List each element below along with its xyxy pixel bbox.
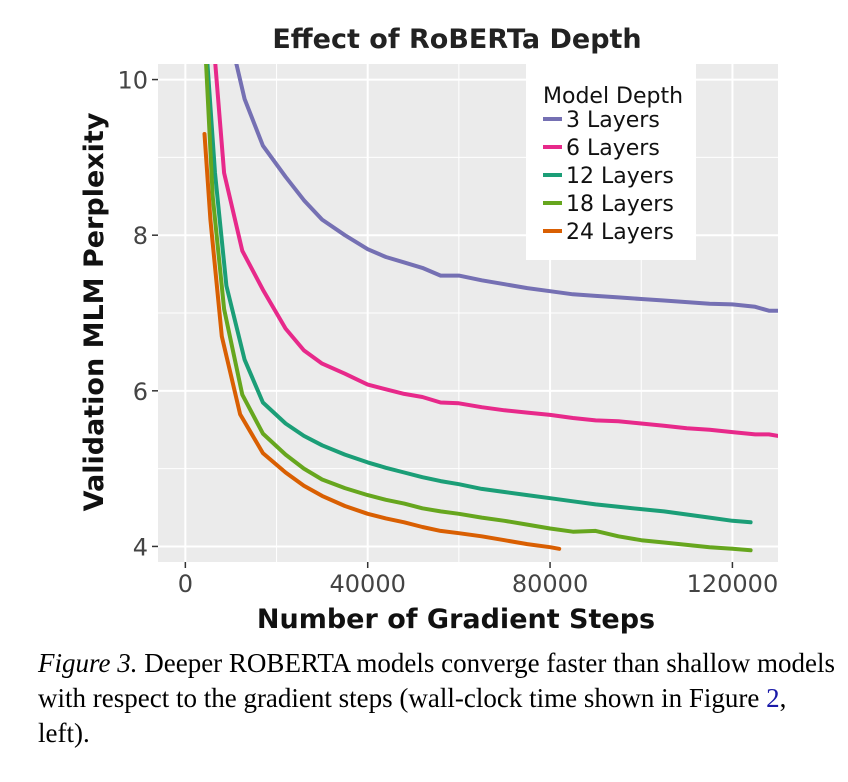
legend-label: 18 Layers bbox=[566, 192, 674, 217]
x-axis-title: Number of Gradient Steps bbox=[257, 604, 655, 635]
y-tick-label: 8 bbox=[133, 222, 148, 250]
x-tick-label: 0 bbox=[178, 570, 193, 598]
figure-caption: Figure 3. Deeper ROBERTA models converge… bbox=[38, 646, 838, 751]
series-line-2 bbox=[213, 64, 778, 438]
series-line-5 bbox=[202, 132, 562, 551]
axis-ticks: 0 40000 80000 120000 4 6 8 10 bbox=[117, 67, 778, 598]
series-lines bbox=[202, 64, 778, 553]
x-tick-label: 120000 bbox=[687, 570, 779, 598]
y-tick-label: 4 bbox=[133, 533, 148, 561]
series-line-3 bbox=[205, 64, 753, 525]
legend-label: 24 Layers bbox=[566, 220, 674, 245]
grid bbox=[158, 64, 778, 562]
figure-link[interactable]: 2 bbox=[766, 683, 780, 713]
legend-box bbox=[526, 64, 696, 260]
y-axis-title: Validation MLM Perplexity bbox=[79, 112, 110, 511]
legend-label: 3 Layers bbox=[566, 108, 660, 133]
y-tick-label: 10 bbox=[117, 67, 148, 95]
x-tick-label: 80000 bbox=[512, 570, 588, 598]
caption-text-end: , left). bbox=[38, 683, 787, 748]
caption-figure-label: Figure 3. bbox=[38, 648, 138, 678]
legend-title: Model Depth bbox=[543, 84, 683, 109]
chart-title: Effect of RoBERTa Depth bbox=[272, 24, 641, 55]
series-line-1 bbox=[234, 64, 778, 313]
series-line-4 bbox=[204, 64, 753, 553]
x-tick-label: 40000 bbox=[330, 570, 406, 598]
y-tick-label: 6 bbox=[133, 378, 148, 406]
chart: Effect of RoBERTa Depth 0 40000 80000 12000… bbox=[79, 24, 778, 635]
legend-label: 6 Layers bbox=[566, 136, 660, 161]
legend: Model Depth 3 Layers 6 Layers 12 Layers 18 … bbox=[526, 64, 696, 260]
legend-label: 12 Layers bbox=[566, 164, 674, 189]
caption-text: Deeper ROBERTA models converge faster th… bbox=[38, 648, 836, 713]
